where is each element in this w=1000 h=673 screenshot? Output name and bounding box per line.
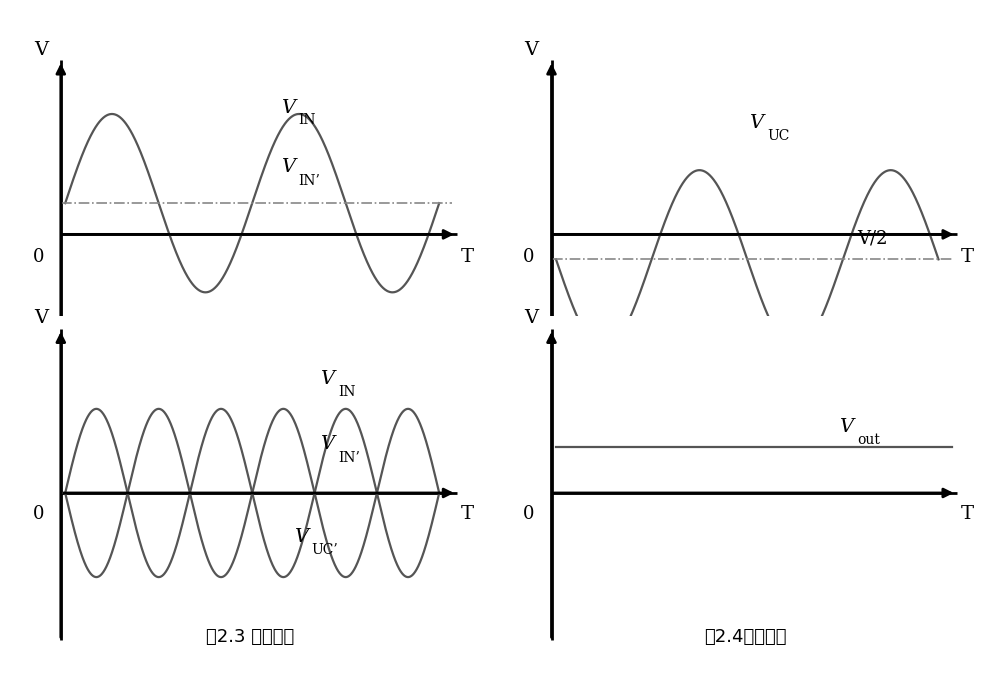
Text: V: V — [34, 310, 49, 327]
Text: V: V — [320, 370, 335, 388]
Text: V/2: V/2 — [858, 230, 888, 248]
Text: 0: 0 — [523, 505, 535, 523]
Text: UC’: UC’ — [312, 543, 338, 557]
Text: V: V — [750, 114, 764, 132]
Text: T: T — [961, 505, 974, 523]
Text: IN: IN — [338, 385, 356, 399]
Text: IN’: IN’ — [338, 451, 360, 464]
Text: 0: 0 — [33, 248, 45, 266]
Text: 图2.4滤波输出: 图2.4滤波输出 — [704, 628, 786, 646]
Text: 图2.3 隔直叠加: 图2.3 隔直叠加 — [206, 628, 294, 646]
Text: V: V — [840, 419, 854, 436]
Text: out: out — [858, 433, 880, 447]
Text: T: T — [461, 248, 474, 266]
Text: T: T — [461, 505, 474, 523]
Text: 图2.1 基波: 图2.1 基波 — [217, 379, 283, 396]
Text: IN: IN — [298, 113, 316, 127]
Text: V: V — [320, 435, 335, 453]
Text: V: V — [281, 159, 295, 176]
Text: V: V — [525, 310, 539, 327]
Text: V: V — [525, 40, 539, 59]
Text: V: V — [294, 528, 308, 546]
Text: V: V — [34, 40, 49, 59]
Text: V: V — [281, 99, 295, 116]
Text: UC: UC — [768, 129, 790, 143]
Text: T: T — [961, 248, 974, 266]
Text: IN’: IN’ — [298, 174, 320, 188]
Text: 0: 0 — [523, 248, 535, 266]
Text: 0: 0 — [33, 505, 45, 523]
Text: 图2.2 隔直反向: 图2.2 隔直反向 — [701, 379, 789, 396]
